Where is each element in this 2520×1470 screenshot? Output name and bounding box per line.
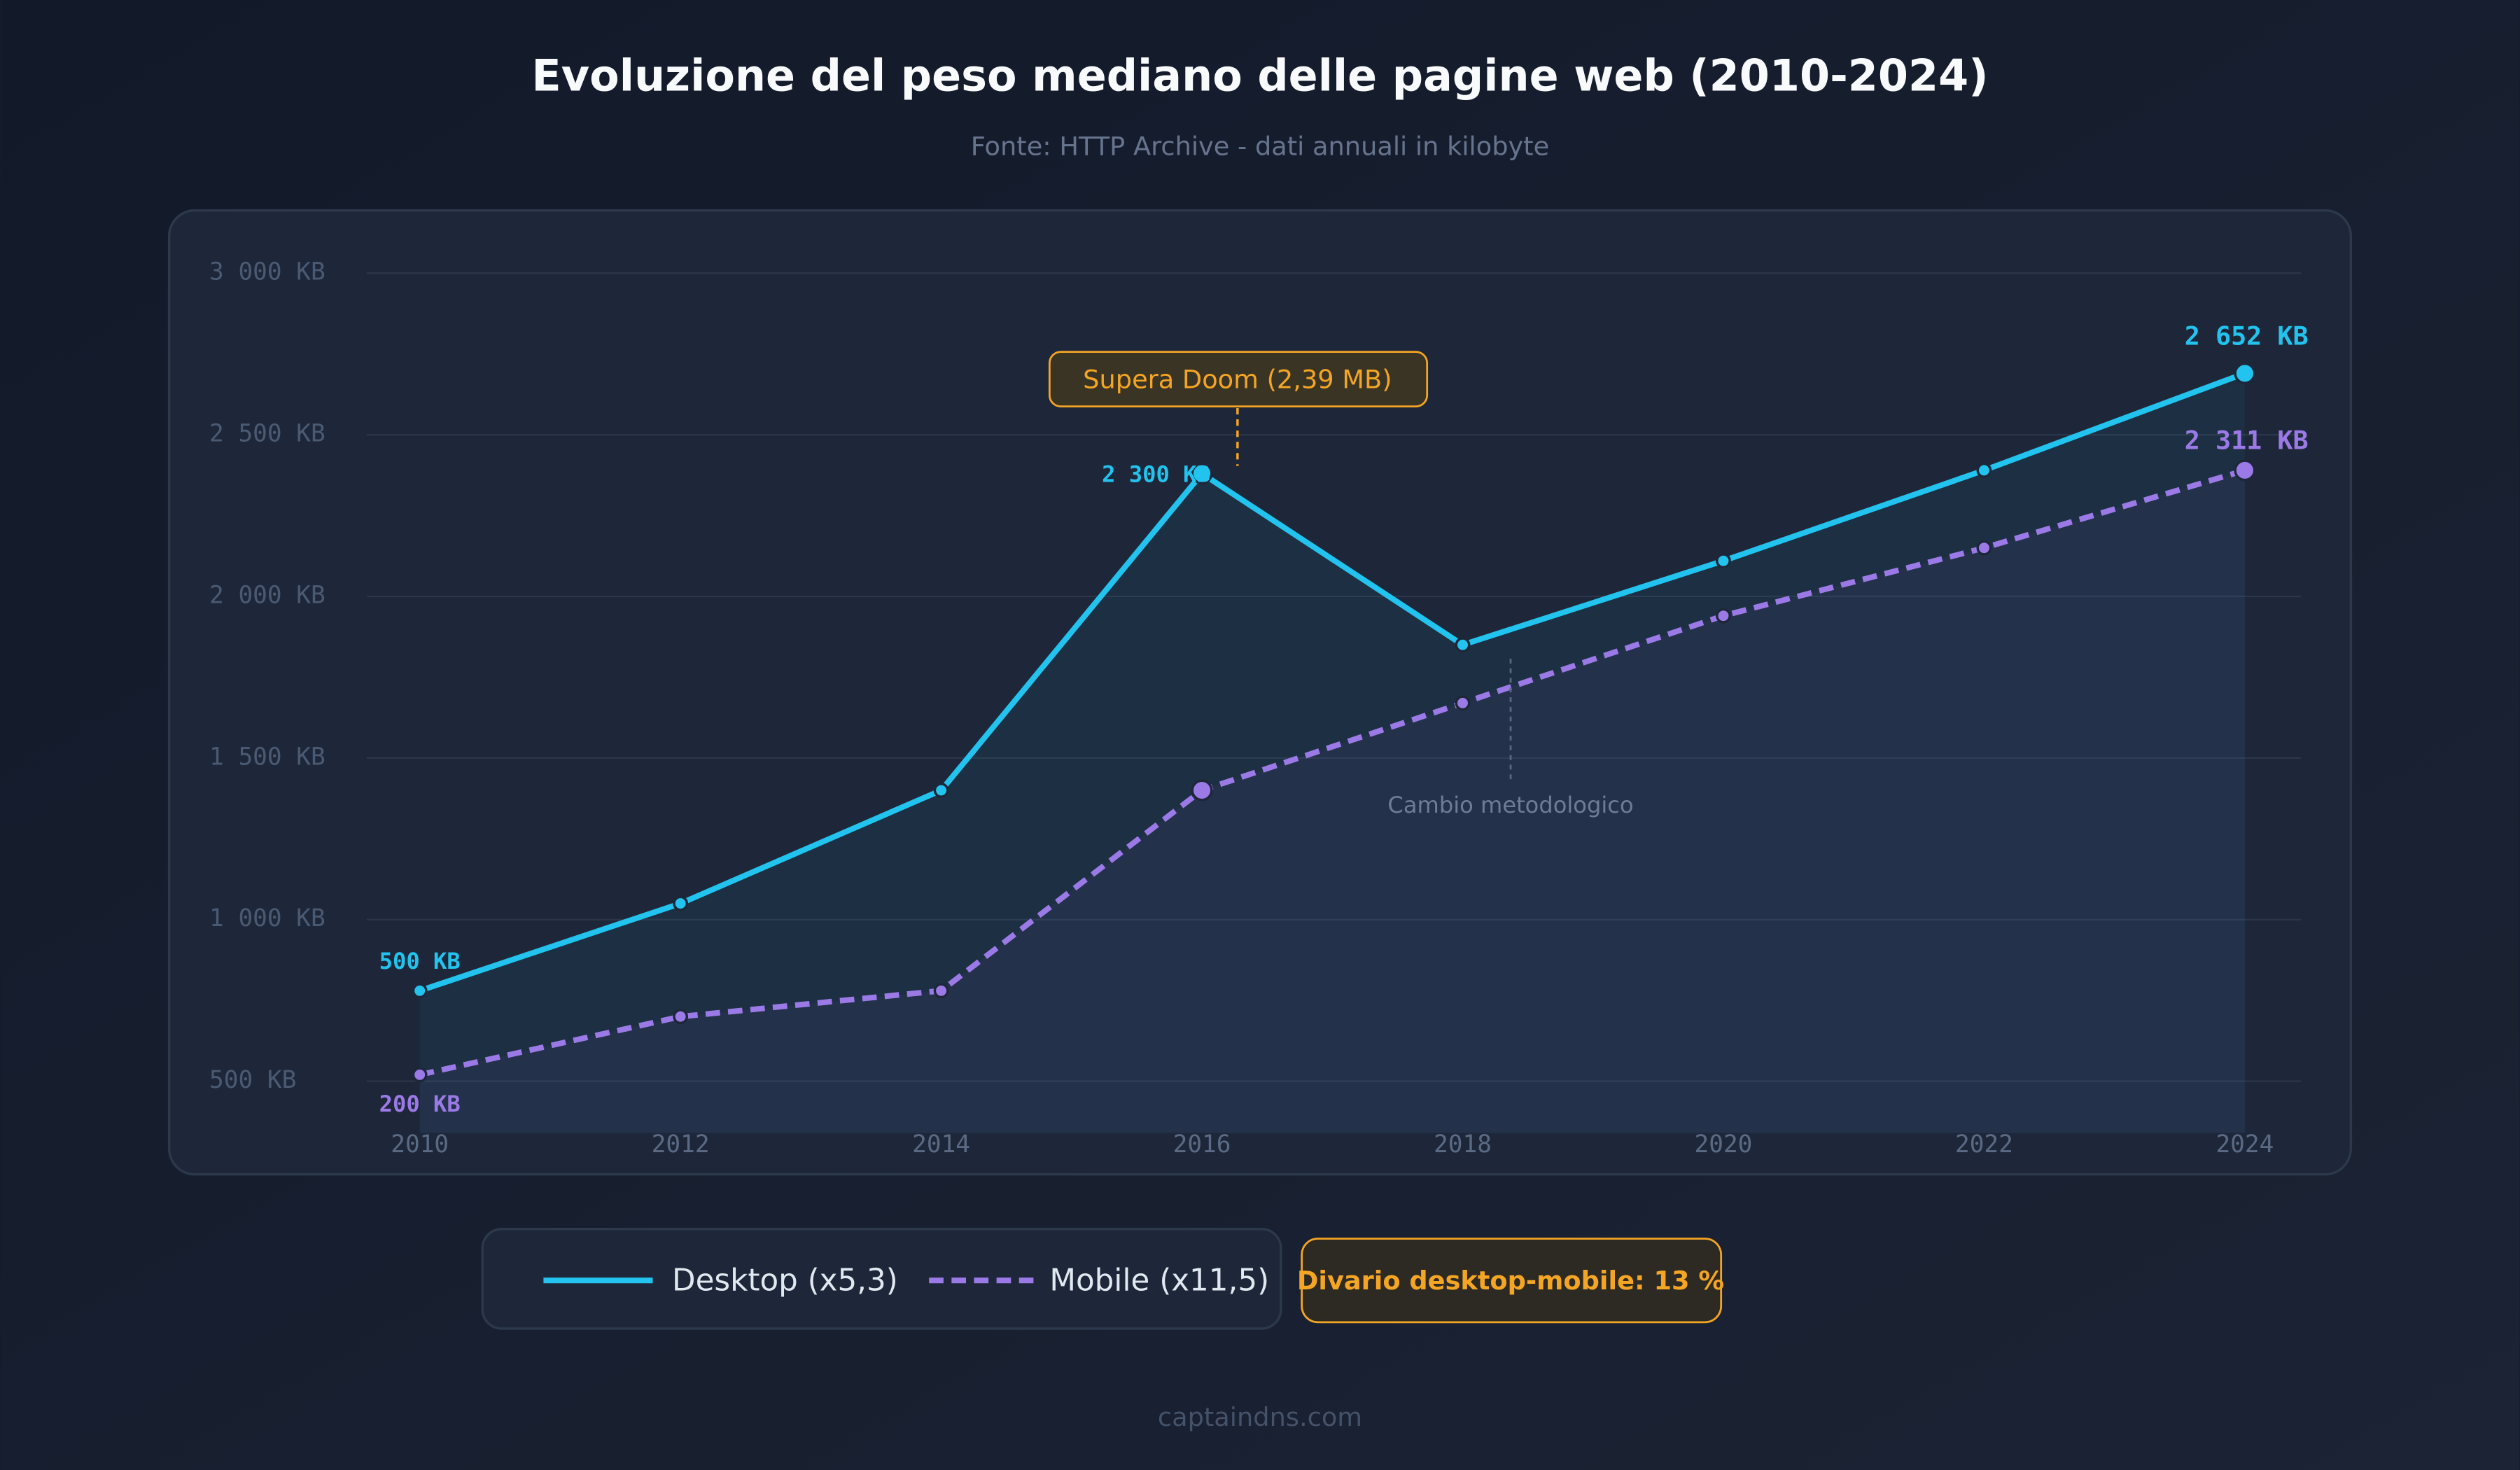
series-line (419, 370, 2246, 994)
y-tick-label: 1 000 KB (209, 904, 326, 932)
data-label: 2 652 KB (2185, 321, 2309, 351)
y-tick-label: 2 000 KB (209, 581, 326, 609)
data-point (1455, 637, 1471, 653)
x-tick-label: 2016 (1173, 1130, 1231, 1158)
data-point (1716, 553, 1731, 569)
x-tick-label: 2010 (391, 1130, 449, 1158)
series-area (419, 470, 2245, 1133)
x-tick-label: 2014 (912, 1130, 970, 1158)
data-point (1191, 779, 1213, 802)
callout-box (1048, 351, 1429, 408)
series-area (419, 373, 2245, 1133)
data-point (673, 895, 689, 911)
data-point (2234, 362, 2256, 384)
y-tick-label: 1 500 KB (209, 743, 326, 771)
data-point (933, 983, 949, 999)
data-point (933, 783, 949, 798)
gap-note-box (1301, 1238, 1723, 1324)
plot-area: 500 KB 1 000 KB 1 500 KB 2 000 KB 2 500 KB 3 … (209, 258, 2302, 1158)
x-tick-label: 2012 (652, 1130, 710, 1158)
data-point (2234, 459, 2256, 482)
data-point (1716, 608, 1731, 624)
footer: captaindns.com (1158, 1402, 1362, 1432)
x-tick-label: 2020 (1695, 1130, 1753, 1158)
legend-items: Desktop (x5,3) Mobile (x11,5) (543, 1263, 1269, 1298)
data-label: 500 KB (379, 948, 461, 974)
y-tick-label: 500 KB (209, 1066, 296, 1094)
data-label: 200 KB (379, 1091, 461, 1117)
data-label: 2 300 KB (1102, 461, 1210, 487)
plot-panel (167, 209, 2353, 1176)
y-tick-label: 3 000 KB (209, 258, 326, 286)
data-point (1976, 462, 1992, 478)
data-point (1191, 463, 1213, 484)
x-tick-label: 2022 (1955, 1130, 2013, 1158)
data-point (412, 983, 428, 999)
data-label: 2 311 KB (2185, 426, 2309, 456)
data-point (673, 1009, 689, 1025)
legend (481, 1228, 1282, 1330)
data-point (1455, 695, 1471, 711)
x-tick-label: 2024 (2216, 1130, 2274, 1158)
callout-text: Supera Doom (2,39 MB) (1083, 364, 1392, 394)
data-point (412, 1067, 428, 1083)
data-point (1976, 540, 1992, 556)
series-line (419, 468, 2246, 1078)
legend-label: Desktop (x5,3) (672, 1263, 898, 1298)
y-tick-label: 2 500 KB (209, 420, 326, 448)
legend-label: Mobile (x11,5) (1049, 1263, 1269, 1298)
chart-title: Evoluzione del peso mediano delle pagine… (531, 50, 1988, 102)
x-tick-label: 2018 (1434, 1130, 1492, 1158)
chart-subtitle: Fonte: HTTP Archive - dati annuali in ki… (971, 132, 1549, 162)
callout-text: Cambio metodologico (1387, 792, 1633, 818)
gap-note: Divario desktop-mobile: 13 % (1297, 1266, 1724, 1296)
